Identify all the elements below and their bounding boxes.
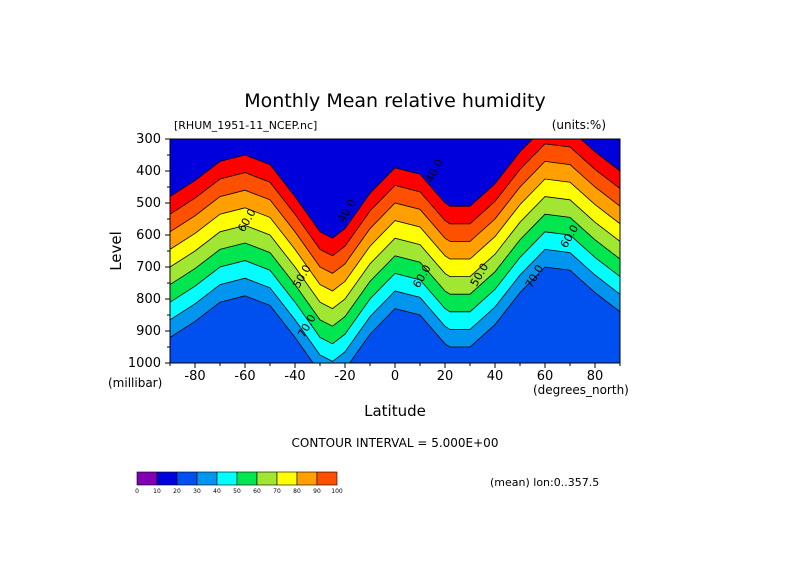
colorbar-tick-label: 50 — [233, 488, 241, 495]
x-tick-label: 60 — [537, 369, 554, 384]
x-tick-label: 0 — [391, 369, 399, 384]
contour-interval-text: CONTOUR INTERVAL = 5.000E+00 — [292, 436, 499, 450]
colorbar-tick-label: 30 — [193, 488, 201, 495]
colorbar-tick-label: 20 — [173, 488, 181, 495]
y-axis-units: (millibar) — [108, 376, 162, 390]
x-tick-label: -40 — [284, 369, 305, 384]
colorbar-swatch — [216, 471, 238, 486]
colorbar-swatch — [236, 471, 258, 486]
colorbar-swatch — [316, 471, 338, 486]
y-tick-label: 300 — [136, 132, 161, 147]
y-axis: 300 400 500 600 700 800 900 1000 — [128, 132, 170, 371]
colorbar-swatch — [196, 471, 218, 486]
colorbar-swatch — [176, 471, 198, 486]
y-tick-label: 600 — [136, 228, 161, 243]
colorbar-swatch — [136, 471, 158, 486]
colorbar-tick-label: 0 — [135, 488, 139, 495]
colorbar-swatch — [296, 471, 318, 486]
x-tick-label: -80 — [184, 369, 205, 384]
colorbar-tick-label: 70 — [273, 488, 281, 495]
y-tick-label: 700 — [136, 260, 161, 275]
y-tick-label: 900 — [136, 324, 161, 339]
colorbar-tick-label: 100 — [331, 488, 343, 495]
x-axis: -80 -60 -40 -20 0 20 40 60 80 — [169, 363, 621, 384]
colorbar-tick-label: 60 — [253, 488, 261, 495]
colorbar-swatch — [276, 471, 298, 486]
x-tick-label: 20 — [437, 369, 454, 384]
colorbar-swatch — [156, 471, 178, 486]
y-axis-label: Level — [107, 231, 125, 271]
colorbar-tick-label: 40 — [213, 488, 221, 495]
y-tick-label: 400 — [136, 164, 161, 179]
x-tick-label: 40 — [487, 369, 504, 384]
x-axis-units: (degrees_north) — [533, 383, 629, 397]
x-tick-label: 80 — [587, 369, 604, 384]
colorbar-tick-label: 90 — [313, 488, 321, 495]
colorbar-tick-label: 10 — [153, 488, 161, 495]
contour-field — [170, 139, 620, 363]
colorbar: 0 10 20 30 40 50 60 70 80 90 100 — [135, 471, 343, 495]
y-tick-label: 800 — [136, 292, 161, 307]
chart-title: Monthly Mean relative humidity — [244, 90, 546, 112]
y-tick-label: 1000 — [128, 356, 161, 371]
colorbar-tick-label: 80 — [293, 488, 301, 495]
contour-band-20 — [170, 266, 620, 363]
x-tick-label: -20 — [334, 369, 355, 384]
x-axis-label: Latitude — [364, 402, 426, 420]
y-tick-label: 500 — [136, 196, 161, 211]
units-label: (units:%) — [552, 118, 606, 132]
source-label: [RHUM_1951-11_NCEP.nc] — [174, 119, 317, 132]
colorbar-swatch — [256, 471, 278, 486]
footer-mean-lon: (mean) lon:0..357.5 — [490, 476, 599, 489]
x-tick-label: -60 — [234, 369, 255, 384]
